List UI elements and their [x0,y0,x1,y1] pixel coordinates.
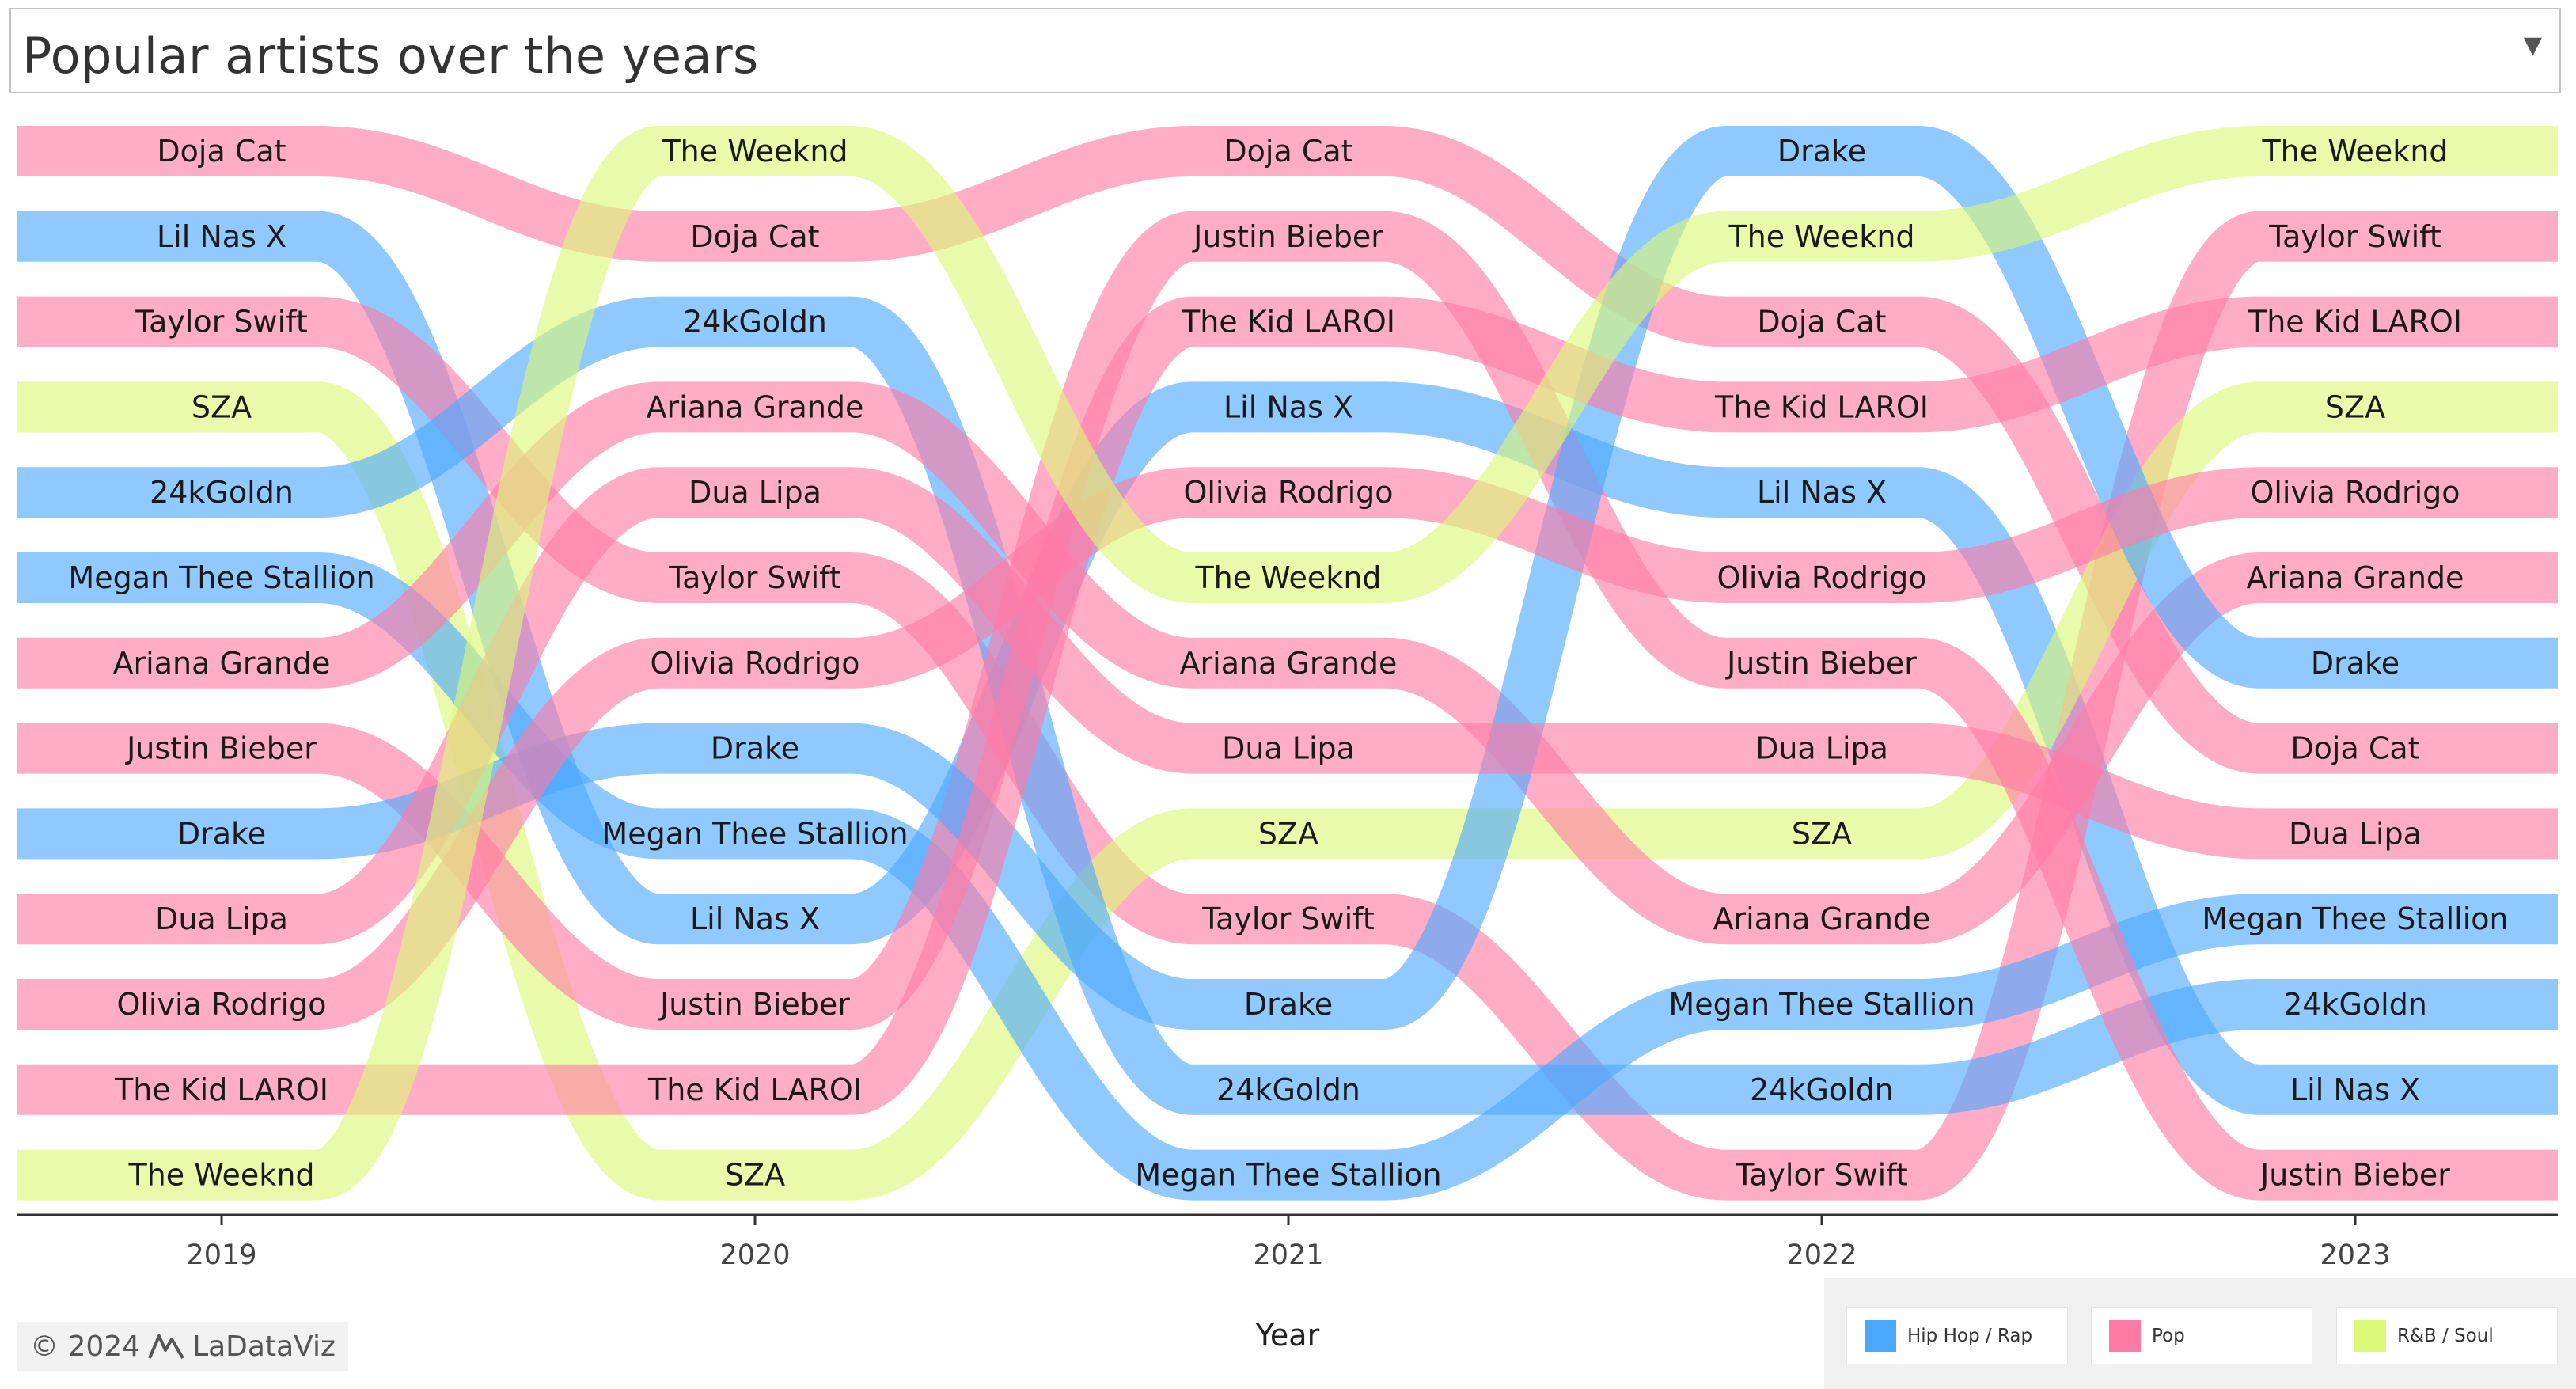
artist-label-sza-2023: SZA [2325,389,2385,424]
ribbon-the-kid-laroi[interactable] [17,296,2558,1115]
page-title: Popular artists over the years [22,27,759,85]
ribbon-drake[interactable] [17,126,2558,1030]
artist-label-doja-cat-2023: Doja Cat [2290,731,2419,766]
artist-label-olivia-rodrigo-2019: Olivia Rodrigo [116,987,326,1022]
title-bar: Popular artists over the years ▼ [9,8,2561,93]
x-tick-label-2022: 2022 [1786,1239,1857,1271]
artist-label-doja-cat-2019: Doja Cat [157,134,286,169]
legend-label: R&B / Soul [2397,1326,2494,1346]
x-tick-label-2020: 2020 [719,1239,790,1271]
artist-label-taylor-swift-2022: Taylor Swift [1735,1158,1908,1193]
artist-label-taylor-swift-2021: Taylor Swift [1201,901,1375,936]
artist-label-drake-2021: Drake [1244,987,1333,1022]
artist-label-taylor-swift-2023: Taylor Swift [2268,219,2441,254]
artist-label-the-weeknd-2021: The Weeknd [1194,560,1381,595]
artist-label-dua-lipa-2019: Dua Lipa [155,901,288,936]
chevron-down-icon[interactable]: ▼ [2523,32,2542,59]
label-layer: Doja Cat Doja Cat Doja Cat Doja Cat Doja Cat… [68,134,2508,1193]
artist-label-24kgoldn-2020: 24kGoldn [683,305,827,340]
ribbon-justin-bieber[interactable] [17,211,2558,1201]
artist-label-the-kid-laroi-2019: The Kid LAROI [114,1072,328,1107]
ribbon-olivia-rodrigo[interactable] [17,467,2558,1030]
artist-label-megan-thee-stallion-2022: Megan Thee Stallion [1668,987,1975,1022]
artist-label-taylor-swift-2019: Taylor Swift [135,305,308,340]
legend-swatch [1865,1320,1896,1352]
x-axis-ticks: 2019 2020 2021 2022 2023 [186,1215,2391,1271]
artist-label-olivia-rodrigo-2021: Olivia Rodrigo [1183,475,1393,510]
artist-label-the-kid-laroi-2023: The Kid LAROI [2248,305,2462,340]
legend-swatch [2109,1320,2141,1352]
legend: Hip Hop / Rap Pop R&B / Soul [1824,1278,2576,1389]
artist-label-the-kid-laroi-2022: The Kid LAROI [1714,389,1929,424]
artist-label-ariana-grande-2019: Ariana Grande [113,646,331,681]
artist-label-lil-nas-x-2021: Lil Nas X [1224,389,1353,424]
artist-label-megan-thee-stallion-2020: Megan Thee Stallion [601,816,908,851]
artist-label-the-kid-laroi-2020: The Kid LAROI [647,1072,862,1107]
legend-item-rnb[interactable]: R&B / Soul [2336,1307,2558,1364]
artist-label-drake-2022: Drake [1777,134,1866,169]
x-tick-label-2021: 2021 [1253,1239,1323,1271]
artist-label-the-weeknd-2023: The Weeknd [2261,134,2448,169]
artist-label-justin-bieber-2023: Justin Bieber [2259,1158,2450,1193]
artist-label-olivia-rodrigo-2023: Olivia Rodrigo [2250,475,2460,510]
legend-item-hip-hop[interactable]: Hip Hop / Rap [1846,1307,2068,1364]
artist-label-lil-nas-x-2023: Lil Nas X [2290,1072,2420,1107]
artist-label-justin-bieber-2021: Justin Bieber [1192,219,1383,254]
copyright-text: © 2024 [30,1330,141,1363]
artist-label-megan-thee-stallion-2021: Megan Thee Stallion [1135,1158,1441,1193]
legend-label: Hip Hop / Rap [1907,1326,2033,1346]
artist-label-dua-lipa-2023: Dua Lipa [2289,816,2422,851]
artist-label-sza-2020: SZA [725,1158,785,1193]
artist-label-megan-thee-stallion-2019: Megan Thee Stallion [68,560,374,595]
artist-label-the-kid-laroi-2021: The Kid LAROI [1181,305,1395,340]
ladataviz-logo-icon [148,1334,184,1360]
copyright-badge: © 2024 LaDataViz [17,1322,348,1371]
artist-label-the-weeknd-2020: The Weeknd [661,134,848,169]
x-tick-label-2019: 2019 [186,1239,256,1271]
artist-label-24kgoldn-2019: 24kGoldn [150,475,294,510]
artist-label-drake-2023: Drake [2311,646,2400,681]
artist-label-the-weeknd-2019: The Weeknd [127,1158,314,1193]
legend-swatch [2354,1320,2386,1352]
artist-label-lil-nas-x-2019: Lil Nas X [157,219,286,254]
artist-label-ariana-grande-2021: Ariana Grande [1180,646,1398,681]
artist-label-ariana-grande-2022: Ariana Grande [1713,901,1931,936]
legend-label: Pop [2152,1326,2185,1346]
artist-label-justin-bieber-2020: Justin Bieber [658,987,850,1022]
artist-label-drake-2020: Drake [711,731,799,766]
artist-label-justin-bieber-2019: Justin Bieber [125,731,317,766]
artist-label-sza-2019: SZA [192,389,252,424]
artist-label-justin-bieber-2022: Justin Bieber [1725,646,1917,681]
ribbon-layer [17,126,2558,1201]
artist-label-olivia-rodrigo-2022: Olivia Rodrigo [1717,560,1926,595]
brand-name: LaDataViz [192,1330,336,1363]
artist-label-sza-2022: SZA [1792,816,1852,851]
legend-item-pop[interactable]: Pop [2091,1307,2312,1364]
artist-label-doja-cat-2020: Doja Cat [690,219,819,254]
artist-label-ariana-grande-2020: Ariana Grande [647,389,864,424]
artist-label-24kgoldn-2022: 24kGoldn [1750,1072,1894,1107]
artist-label-24kgoldn-2021: 24kGoldn [1216,1072,1360,1107]
x-tick-label-2023: 2023 [2320,1239,2390,1271]
ribbon-doja-cat[interactable] [17,126,2558,774]
artist-label-doja-cat-2021: Doja Cat [1224,134,1352,169]
artist-label-olivia-rodrigo-2020: Olivia Rodrigo [650,646,859,681]
artist-label-ariana-grande-2023: Ariana Grande [2247,560,2464,595]
artist-label-sza-2021: SZA [1258,816,1318,851]
artist-label-taylor-swift-2020: Taylor Swift [668,560,841,595]
artist-label-megan-thee-stallion-2023: Megan Thee Stallion [2202,901,2508,936]
x-axis-label: Year [1255,1318,1320,1353]
artist-label-dua-lipa-2022: Dua Lipa [1755,731,1888,766]
artist-label-dua-lipa-2021: Dua Lipa [1222,731,1355,766]
artist-label-dua-lipa-2020: Dua Lipa [689,475,821,510]
ribbon-the-weeknd[interactable] [17,126,2558,1201]
artist-label-doja-cat-2022: Doja Cat [1757,305,1886,340]
artist-label-24kgoldn-2023: 24kGoldn [2283,987,2427,1022]
artist-label-lil-nas-x-2022: Lil Nas X [1757,475,1887,510]
artist-label-the-weeknd-2022: The Weeknd [1728,219,1914,254]
artist-label-drake-2019: Drake [177,816,266,851]
artist-label-lil-nas-x-2020: Lil Nas X [690,901,820,936]
